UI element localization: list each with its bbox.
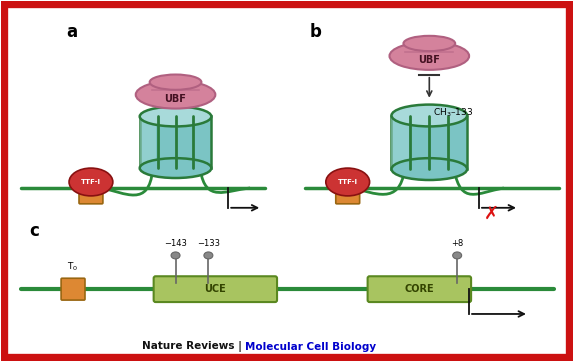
- Text: Molecular Cell Biology: Molecular Cell Biology: [245, 342, 377, 352]
- Ellipse shape: [326, 168, 370, 196]
- Text: UBF: UBF: [418, 55, 440, 65]
- Ellipse shape: [150, 75, 201, 90]
- FancyBboxPatch shape: [139, 117, 156, 168]
- FancyBboxPatch shape: [391, 115, 409, 169]
- FancyBboxPatch shape: [154, 276, 277, 302]
- Text: −143: −143: [164, 240, 187, 248]
- Text: UCE: UCE: [204, 284, 226, 294]
- Ellipse shape: [404, 36, 455, 51]
- Ellipse shape: [171, 252, 180, 259]
- Ellipse shape: [391, 105, 467, 126]
- FancyBboxPatch shape: [336, 188, 360, 204]
- Text: −133: −133: [197, 240, 220, 248]
- Ellipse shape: [390, 42, 469, 70]
- FancyBboxPatch shape: [61, 278, 85, 300]
- Text: T$_0$: T$_0$: [67, 261, 79, 273]
- FancyBboxPatch shape: [139, 117, 211, 168]
- Text: Nature Reviews |: Nature Reviews |: [142, 341, 245, 352]
- Ellipse shape: [139, 158, 211, 178]
- FancyBboxPatch shape: [391, 115, 467, 169]
- Text: +8: +8: [451, 240, 463, 248]
- Text: CH$_3$–133: CH$_3$–133: [433, 106, 474, 119]
- Text: UBF: UBF: [165, 94, 187, 104]
- Text: b: b: [310, 23, 322, 41]
- FancyBboxPatch shape: [367, 276, 471, 302]
- Text: a: a: [66, 23, 77, 41]
- Text: ✗: ✗: [483, 205, 499, 223]
- Text: CORE: CORE: [405, 284, 434, 294]
- Ellipse shape: [391, 158, 467, 180]
- FancyBboxPatch shape: [79, 188, 103, 204]
- Ellipse shape: [204, 252, 213, 259]
- Text: c: c: [29, 222, 39, 240]
- Ellipse shape: [139, 106, 211, 126]
- Text: TTF-I: TTF-I: [81, 179, 101, 185]
- Ellipse shape: [69, 168, 113, 196]
- Ellipse shape: [453, 252, 461, 259]
- Text: TTF-I: TTF-I: [338, 179, 358, 185]
- Ellipse shape: [135, 81, 215, 109]
